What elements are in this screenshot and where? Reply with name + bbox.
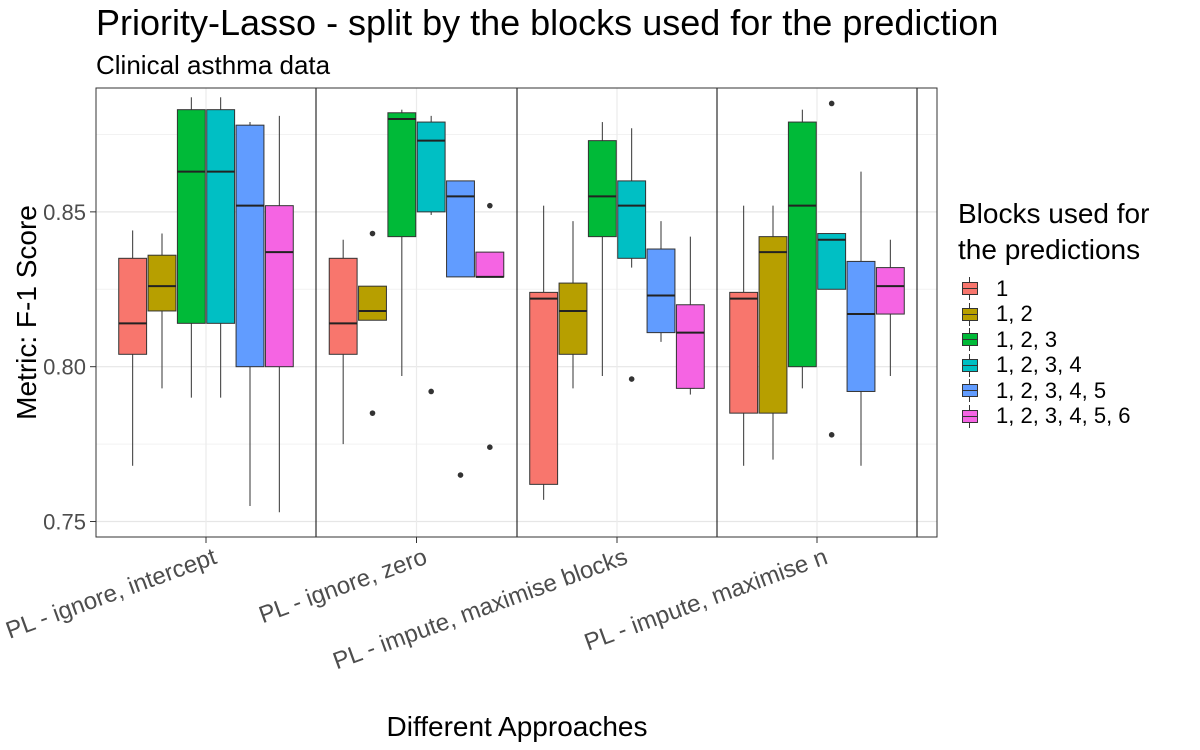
legend-item: 1, 2, 3, 4, 5, 6 — [958, 403, 1131, 430]
legend-label: 1, 2, 3, 4 — [996, 352, 1082, 378]
box-3-5 — [875, 239, 905, 376]
outlier-point — [457, 472, 464, 478]
chart-subtitle: Clinical asthma data — [96, 50, 331, 80]
outlier-point — [369, 410, 376, 416]
box-body — [235, 124, 265, 368]
box-body — [787, 121, 817, 368]
legend-label: 1, 2 — [996, 301, 1033, 327]
box-body — [675, 304, 705, 389]
box-body — [758, 236, 788, 414]
box-2-4 — [646, 221, 676, 342]
box-body — [817, 233, 847, 290]
box-3-1 — [758, 205, 788, 460]
box-body — [475, 251, 505, 278]
y-tick-label: 0.80 — [43, 355, 86, 380]
box-body — [587, 140, 617, 238]
box-body — [206, 109, 236, 324]
box-body — [729, 291, 759, 414]
box-body — [558, 282, 588, 355]
box-body — [529, 291, 559, 485]
box-0-5 — [264, 115, 294, 513]
box-body — [328, 257, 358, 355]
outlier-point — [828, 100, 835, 107]
box-body — [147, 254, 177, 312]
legend: 1 1, 2 1, 2, 3 1, 2, 3, 4 1, 2, 3, 4, 5 1, 2,… — [958, 276, 1131, 429]
y-tick-label: 0.75 — [43, 510, 86, 535]
legend-key — [958, 276, 982, 301]
outlier-point — [369, 230, 376, 237]
legend-item: 1, 2, 3, 4 — [958, 352, 1131, 379]
box-1-5 — [475, 202, 505, 451]
legend-label: 1, 2, 3 — [996, 326, 1058, 352]
box-body — [617, 180, 647, 259]
legend-item: 1, 2, 3 — [958, 327, 1131, 353]
outlier-point — [828, 432, 835, 438]
plot-panel-border — [95, 87, 938, 538]
x-tick-label: PL - ignore, zero — [255, 543, 430, 629]
legend-label: 1 — [996, 275, 1009, 301]
legend-key — [958, 353, 982, 378]
box-3-2 — [787, 109, 817, 389]
box-2-0 — [529, 205, 559, 500]
box-3-4 — [846, 171, 876, 466]
y-tick-label: 0.85 — [43, 200, 86, 225]
legend-item: 1, 2 — [958, 301, 1131, 328]
x-axis-label: Different Approaches — [387, 711, 648, 742]
box-body — [416, 121, 446, 213]
outlier-point — [487, 444, 493, 451]
legend-label: 1, 2, 3, 4, 5 — [996, 377, 1107, 403]
outlier-point — [628, 376, 635, 382]
legend-key — [958, 404, 982, 429]
box-2-1 — [558, 221, 588, 389]
outlier-point — [428, 388, 434, 395]
legend-title-line-1: Blocks used for — [958, 198, 1150, 229]
box-body — [176, 109, 206, 324]
box-1-1 — [358, 230, 387, 416]
box-body — [446, 180, 475, 278]
legend-item: 1, 2, 3, 4, 5 — [958, 378, 1131, 404]
box-body — [387, 112, 417, 238]
chart-title: Priority-Lasso - split by the blocks use… — [96, 2, 999, 43]
box-body — [358, 285, 387, 321]
box-2-5 — [675, 236, 705, 395]
x-tick-label: PL - ignore, intercept — [2, 543, 220, 644]
legend-item: 1 — [958, 276, 1131, 302]
box-1-2 — [387, 109, 417, 376]
box-0-4 — [235, 122, 265, 507]
box-2-2 — [587, 122, 617, 376]
legend-key — [958, 378, 982, 403]
box-body — [875, 267, 905, 315]
box-0-1 — [147, 233, 177, 389]
box-1-0 — [328, 239, 358, 445]
box-0-3 — [206, 97, 236, 398]
box-body — [118, 257, 148, 355]
box-3-0 — [729, 205, 759, 466]
box-body — [846, 260, 876, 392]
y-axis-label: Metric: F-1 Score — [11, 205, 42, 420]
box-2-3 — [617, 128, 647, 382]
legend-label: 1, 2, 3, 4, 5, 6 — [996, 403, 1131, 429]
box-0-0 — [118, 230, 148, 466]
box-body — [646, 248, 676, 334]
legend-key — [958, 327, 982, 352]
box-1-4 — [446, 180, 475, 478]
legend-title: Blocks used for the predictions — [958, 196, 1149, 268]
box-0-2 — [176, 97, 206, 398]
box-3-3 — [817, 100, 847, 438]
outlier-point — [487, 202, 493, 209]
box-body — [264, 205, 294, 368]
legend-key — [958, 302, 982, 327]
box-1-3 — [416, 115, 446, 395]
legend-title-line-2: the predictions — [958, 234, 1141, 265]
